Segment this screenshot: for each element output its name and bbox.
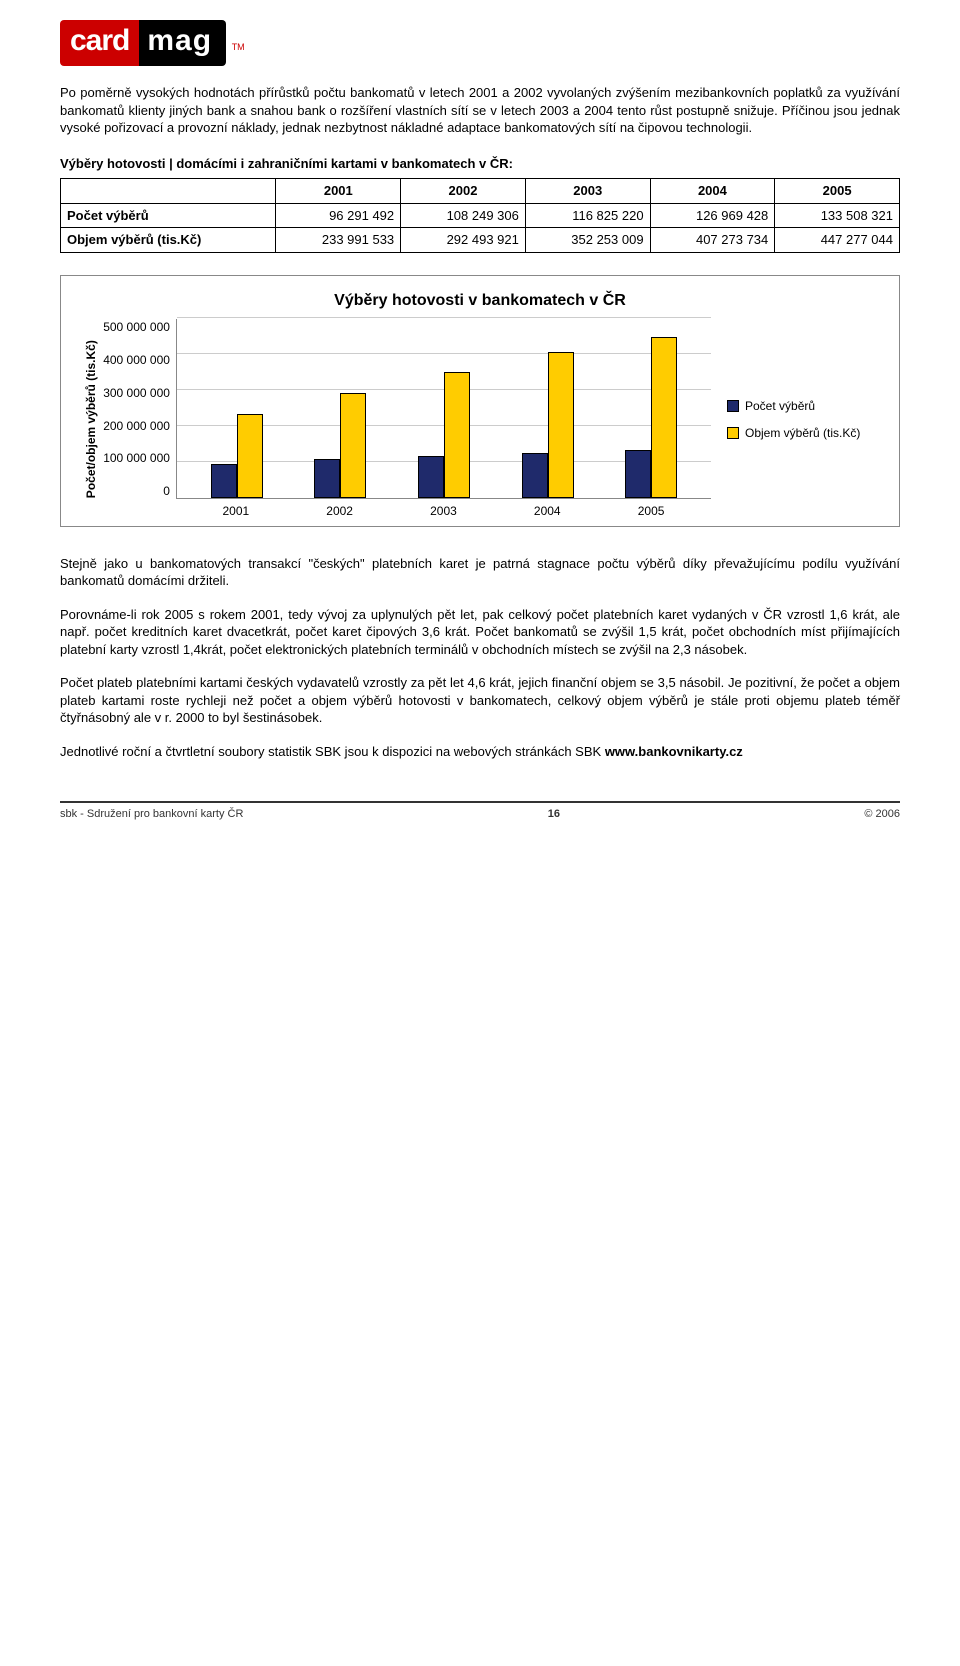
legend-swatch (727, 400, 739, 412)
chart-legend: Počet výběrů Objem výběrů (tis.Kč) (711, 319, 881, 519)
logo-left: card (60, 20, 139, 66)
y-tick: 200 000 000 (103, 418, 170, 434)
footer-left: sbk - Sdružení pro bankovní karty ČR (60, 807, 243, 822)
bar-group (314, 393, 366, 498)
x-tick: 2004 (534, 503, 561, 519)
x-tick: 2002 (326, 503, 353, 519)
cell: 108 249 306 (401, 203, 526, 228)
x-tick: 2001 (222, 503, 249, 519)
paragraph-4: Počet plateb platebními kartami českých … (60, 674, 900, 727)
table-header-year: 2003 (525, 179, 650, 204)
bar (237, 414, 263, 498)
table-header-year: 2001 (276, 179, 401, 204)
legend-label: Počet výběrů (745, 398, 815, 414)
bar (211, 464, 237, 499)
table-header-row: 2001 2002 2003 2004 2005 (61, 179, 900, 204)
paragraph-5: Jednotlivé roční a čtvrtletní soubory st… (60, 743, 900, 761)
paragraph-1: Po poměrně vysokých hodnotách přírůstků … (60, 84, 900, 137)
cell: 447 277 044 (775, 228, 900, 253)
chart-container: Výběry hotovosti v bankomatech v ČR Poče… (60, 275, 900, 527)
paragraph-2: Stejně jako u bankomatových transakcí "č… (60, 555, 900, 590)
footer-right: © 2006 (864, 807, 900, 822)
bar-group (418, 372, 470, 499)
cell: 233 991 533 (276, 228, 401, 253)
cell: 126 969 428 (650, 203, 775, 228)
bar (625, 450, 651, 498)
y-tick: 400 000 000 (103, 352, 170, 368)
chart-x-ticks: 2001 2002 2003 2004 2005 (176, 499, 711, 519)
logo-tm: TM (232, 41, 245, 53)
chart-y-label: Počet/objem výběrů (tis.Kč) (79, 319, 103, 519)
bar (548, 352, 574, 499)
footer-rule (60, 801, 900, 803)
legend-item: Objem výběrů (tis.Kč) (727, 425, 881, 441)
bar-group (211, 414, 263, 498)
legend-swatch (727, 427, 739, 439)
logo: card mag TM (60, 20, 900, 66)
data-table: 2001 2002 2003 2004 2005 Počet výběrů 96… (60, 178, 900, 253)
chart-title: Výběry hotovosti v bankomatech v ČR (79, 290, 881, 312)
y-tick: 100 000 000 (103, 450, 170, 466)
bar (444, 372, 470, 499)
chart-y-ticks: 500 000 000 400 000 000 300 000 000 200 … (103, 319, 176, 499)
table-header-year: 2005 (775, 179, 900, 204)
cell: 96 291 492 (276, 203, 401, 228)
legend-item: Počet výběrů (727, 398, 881, 414)
bar (314, 459, 340, 498)
legend-label: Objem výběrů (tis.Kč) (745, 425, 860, 441)
paragraph-5-text: Jednotlivé roční a čtvrtletní soubory st… (60, 744, 605, 759)
chart-plot (176, 319, 711, 499)
cell: 133 508 321 (775, 203, 900, 228)
cell: 352 253 009 (525, 228, 650, 253)
page-footer: sbk - Sdružení pro bankovní karty ČR 16 … (60, 807, 900, 822)
table-title: Výběry hotovosti | domácími i zahraniční… (60, 155, 900, 173)
bar (522, 453, 548, 499)
y-tick: 300 000 000 (103, 385, 170, 401)
bar (418, 456, 444, 498)
logo-right: mag (139, 20, 226, 66)
table-header-blank (61, 179, 276, 204)
table-row: Objem výběrů (tis.Kč) 233 991 533 292 49… (61, 228, 900, 253)
bar-group (625, 337, 677, 498)
table-header-year: 2004 (650, 179, 775, 204)
row-label: Objem výběrů (tis.Kč) (61, 228, 276, 253)
footer-page: 16 (548, 807, 560, 822)
website-link: www.bankovnikarty.cz (605, 744, 743, 759)
bar-group (522, 352, 574, 499)
bar (340, 393, 366, 498)
bar (651, 337, 677, 498)
cell: 407 273 734 (650, 228, 775, 253)
table-row: Počet výběrů 96 291 492 108 249 306 116 … (61, 203, 900, 228)
table-header-year: 2002 (401, 179, 526, 204)
row-label: Počet výběrů (61, 203, 276, 228)
y-tick: 0 (163, 483, 170, 499)
x-tick: 2005 (638, 503, 665, 519)
cell: 292 493 921 (401, 228, 526, 253)
paragraph-3: Porovnáme-li rok 2005 s rokem 2001, tedy… (60, 606, 900, 659)
y-tick: 500 000 000 (103, 319, 170, 335)
x-tick: 2003 (430, 503, 457, 519)
cell: 116 825 220 (525, 203, 650, 228)
